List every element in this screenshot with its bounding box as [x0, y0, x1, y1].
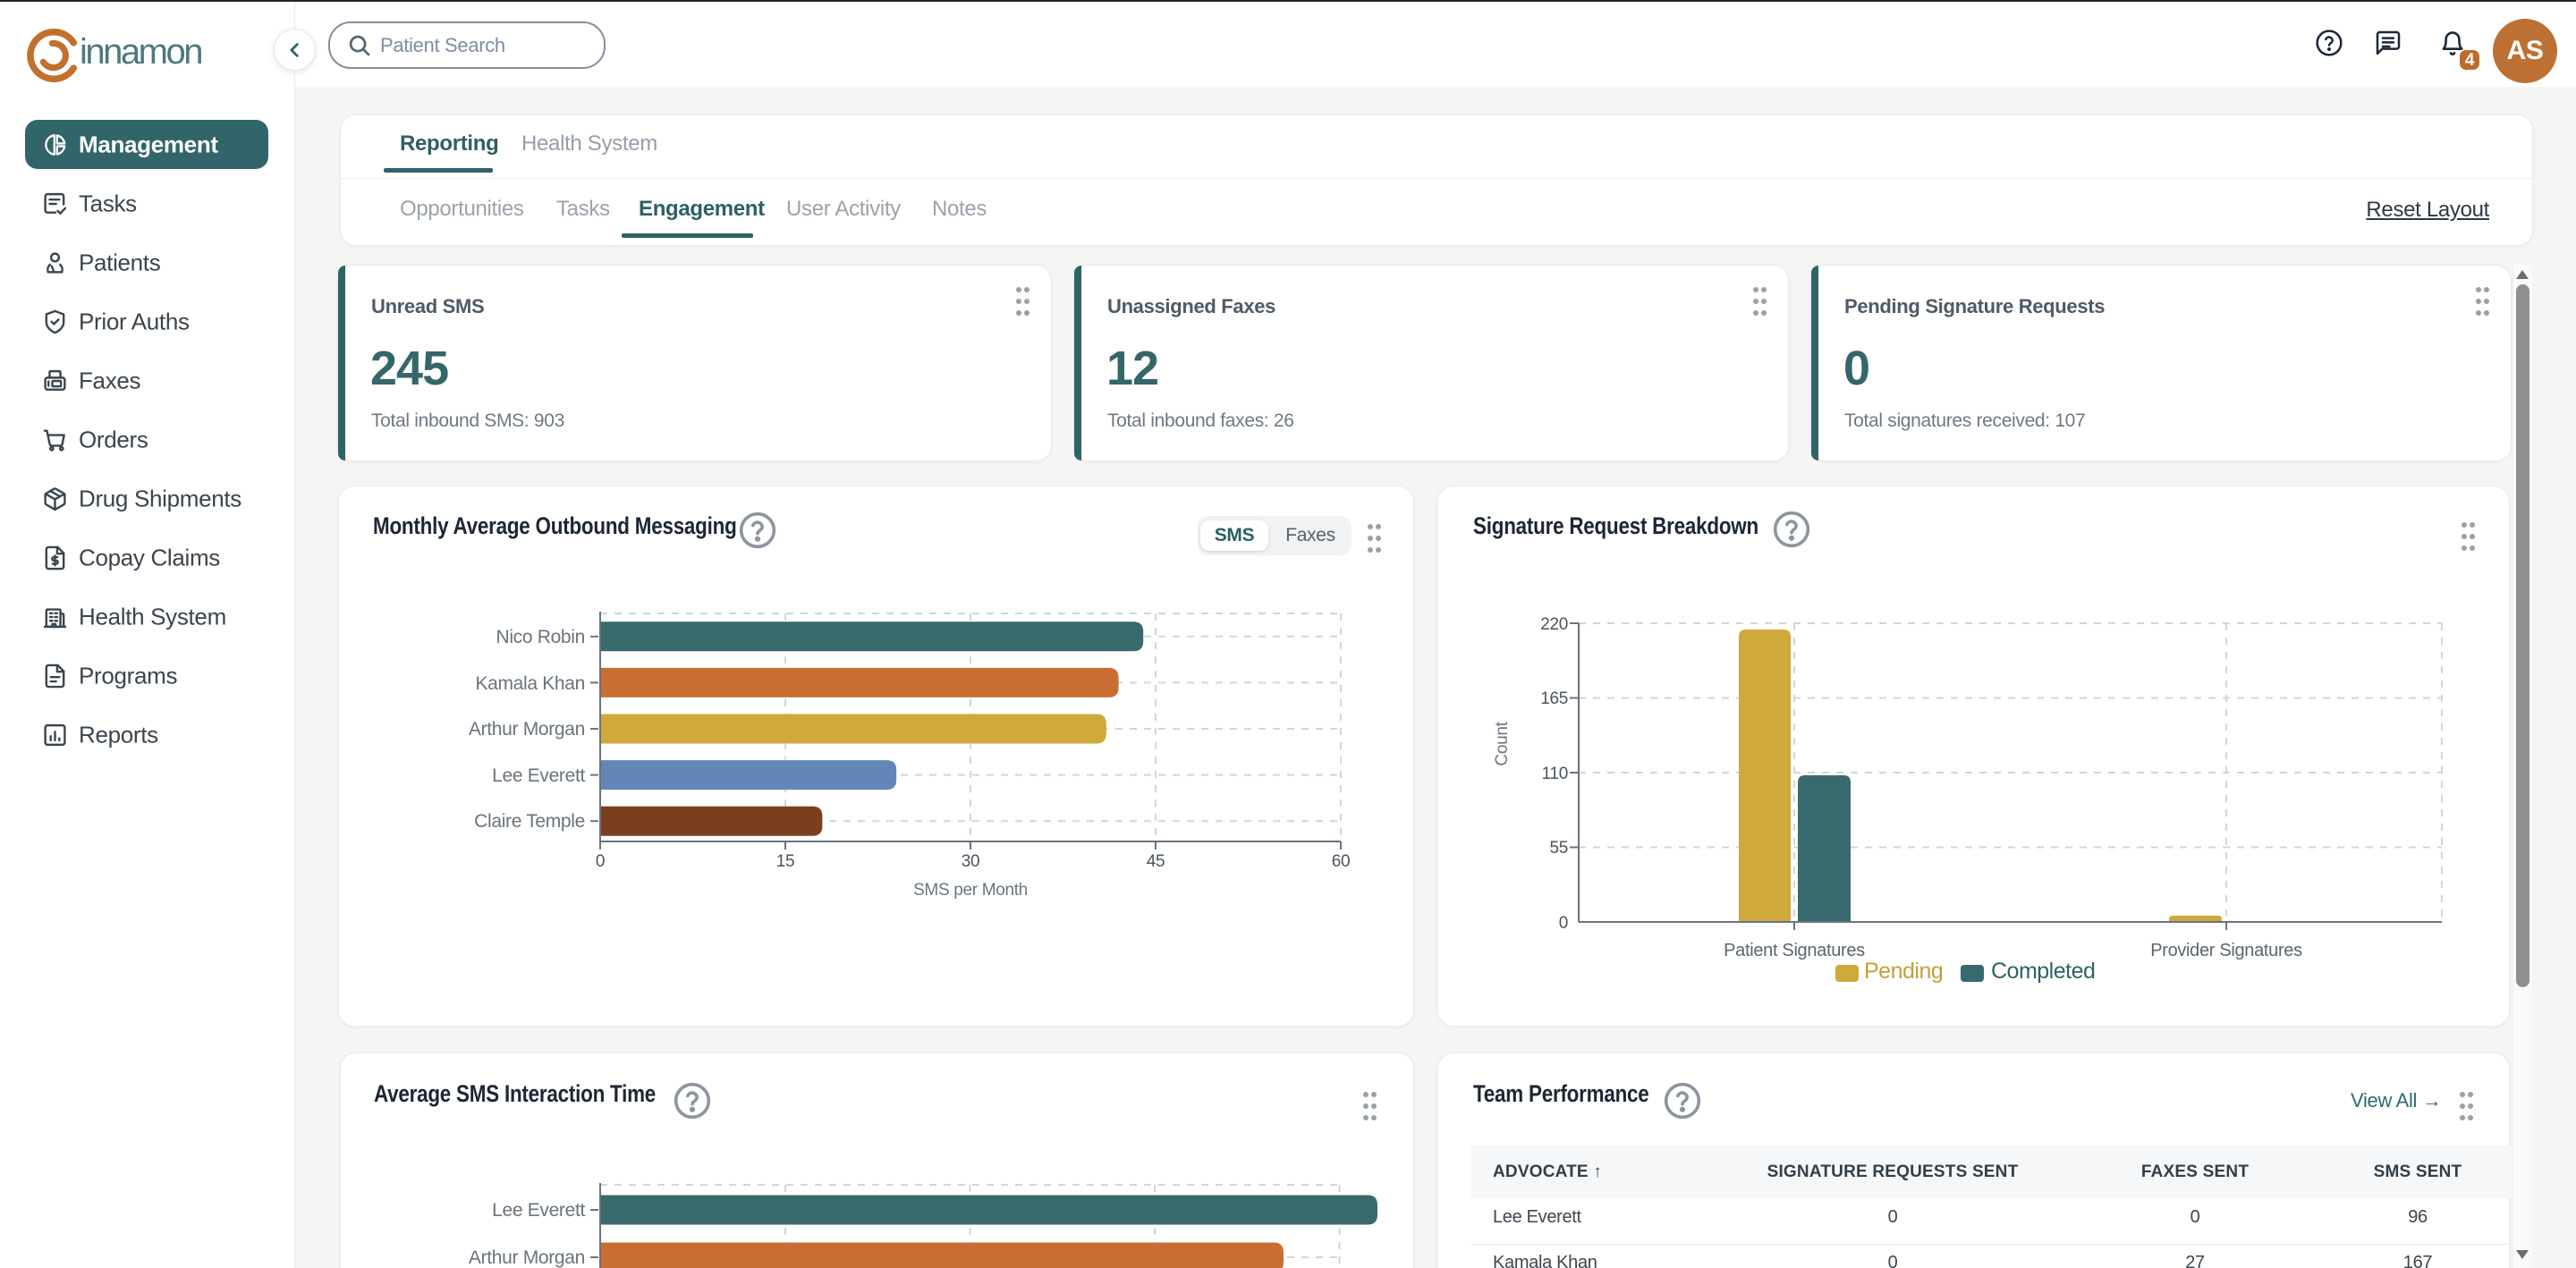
- svg-text:Kamala Khan: Kamala Khan: [475, 673, 585, 694]
- svg-text:Arthur Morgan: Arthur Morgan: [469, 1247, 585, 1268]
- svg-text:Nico Robin: Nico Robin: [496, 627, 585, 647]
- svg-text:SMS per Month: SMS per Month: [913, 881, 1028, 900]
- svg-text:Completed: Completed: [1991, 959, 2095, 984]
- svg-text:15: 15: [776, 852, 795, 871]
- svg-text:Count: Count: [1493, 721, 1512, 765]
- svg-text:Pending: Pending: [1864, 959, 1943, 984]
- svg-text:30: 30: [962, 852, 980, 871]
- svg-text:110: 110: [1542, 765, 1568, 783]
- svg-text:45: 45: [1147, 852, 1165, 871]
- svg-text:Claire Temple: Claire Temple: [474, 811, 585, 832]
- svg-text:Lee Everett: Lee Everett: [492, 765, 585, 786]
- svg-text:Lee Everett: Lee Everett: [492, 1200, 585, 1221]
- svg-text:220: 220: [1540, 615, 1568, 634]
- svg-text:60: 60: [1332, 852, 1351, 871]
- svg-text:Provider Signatures: Provider Signatures: [2150, 941, 2302, 960]
- svg-text:Arthur Morgan: Arthur Morgan: [469, 719, 585, 740]
- svg-text:0: 0: [596, 852, 605, 871]
- svg-text:165: 165: [1540, 689, 1568, 708]
- svg-text:55: 55: [1550, 839, 1569, 858]
- svg-text:Patient Signatures: Patient Signatures: [1724, 941, 1865, 960]
- svg-text:0: 0: [1559, 914, 1568, 933]
